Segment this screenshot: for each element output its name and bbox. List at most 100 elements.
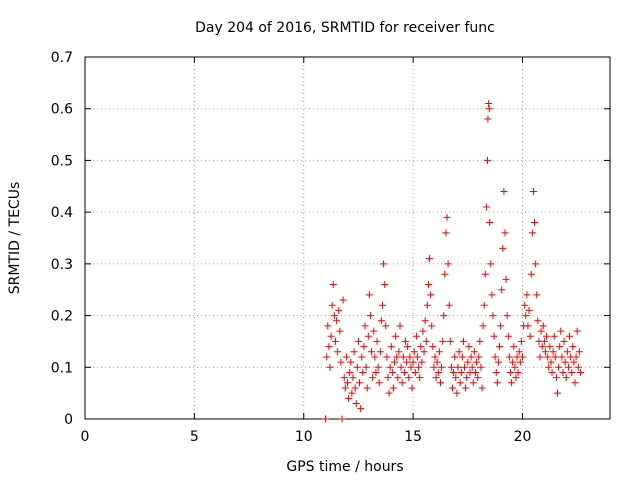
data-point bbox=[405, 374, 413, 382]
data-point bbox=[366, 312, 374, 320]
data-point bbox=[359, 368, 367, 376]
data-point bbox=[558, 353, 566, 361]
data-point bbox=[354, 337, 362, 345]
data-point bbox=[563, 348, 571, 356]
data-point bbox=[489, 312, 497, 320]
data-point bbox=[522, 312, 530, 320]
data-point bbox=[559, 368, 567, 376]
data-point bbox=[436, 379, 444, 387]
data-point bbox=[418, 358, 426, 366]
data-point bbox=[550, 332, 558, 340]
data-point bbox=[435, 348, 443, 356]
data-point bbox=[562, 374, 570, 382]
data-point bbox=[400, 368, 408, 376]
data-point bbox=[575, 348, 583, 356]
data-point bbox=[573, 327, 581, 335]
data-point bbox=[524, 322, 532, 330]
data-point bbox=[556, 343, 564, 351]
chart-title: Day 204 of 2016, SRMTID for receiver fun… bbox=[195, 20, 495, 36]
data-point bbox=[346, 368, 354, 376]
data-point bbox=[381, 281, 389, 289]
data-point bbox=[505, 353, 513, 361]
data-point bbox=[571, 379, 579, 387]
data-point bbox=[340, 374, 348, 382]
data-point bbox=[557, 327, 565, 335]
data-point bbox=[564, 363, 572, 371]
data-point bbox=[508, 379, 516, 387]
data-point bbox=[427, 291, 435, 299]
y-tick-label: 0.7 bbox=[51, 50, 73, 66]
data-point bbox=[490, 332, 498, 340]
data-point bbox=[529, 187, 537, 195]
x-tick-label: 5 bbox=[190, 429, 199, 445]
data-point bbox=[339, 296, 347, 304]
data-point bbox=[364, 332, 372, 340]
data-point bbox=[502, 275, 510, 283]
data-point bbox=[374, 363, 382, 371]
data-point bbox=[342, 353, 350, 361]
data-point bbox=[323, 353, 331, 361]
data-point bbox=[475, 353, 483, 361]
data-point bbox=[576, 368, 584, 376]
data-point bbox=[376, 348, 384, 356]
data-point bbox=[482, 203, 490, 211]
data-point bbox=[552, 374, 560, 382]
x-axis-label: GPS time / hours bbox=[286, 459, 403, 475]
data-point bbox=[546, 343, 554, 351]
data-point bbox=[368, 348, 376, 356]
data-point bbox=[500, 187, 508, 195]
data-point bbox=[540, 337, 548, 345]
data-point bbox=[356, 379, 364, 387]
data-point bbox=[519, 353, 526, 361]
data-point bbox=[361, 322, 369, 330]
data-point bbox=[454, 363, 462, 371]
data-point bbox=[539, 322, 547, 330]
data-point bbox=[422, 337, 430, 345]
data-point bbox=[439, 337, 447, 345]
data-point bbox=[574, 363, 582, 371]
data-point bbox=[415, 363, 423, 371]
data-point bbox=[371, 353, 379, 361]
data-point bbox=[420, 348, 428, 356]
data-point bbox=[467, 353, 475, 361]
y-tick-label: 0.1 bbox=[51, 360, 73, 376]
data-point bbox=[360, 343, 368, 351]
data-point bbox=[369, 374, 377, 382]
data-point bbox=[493, 379, 501, 387]
data-point bbox=[478, 384, 486, 392]
data-point bbox=[362, 363, 370, 371]
data-point bbox=[391, 358, 399, 366]
grid-layer bbox=[85, 57, 610, 419]
data-point bbox=[397, 363, 405, 371]
data-point bbox=[363, 384, 371, 392]
data-point bbox=[526, 332, 534, 340]
y-tick-label: 0.2 bbox=[51, 309, 73, 325]
data-point bbox=[509, 358, 517, 366]
data-point bbox=[568, 368, 576, 376]
data-point bbox=[486, 218, 494, 226]
data-point bbox=[459, 337, 467, 345]
data-point bbox=[451, 353, 459, 361]
y-tick-label: 0.3 bbox=[51, 257, 73, 273]
data-point bbox=[510, 343, 518, 351]
data-point bbox=[387, 343, 395, 351]
data-point bbox=[494, 358, 502, 366]
data-point bbox=[523, 291, 531, 299]
data-point bbox=[433, 358, 441, 366]
data-point bbox=[373, 337, 381, 345]
data-point bbox=[385, 389, 393, 397]
y-tick-label: 0.6 bbox=[51, 102, 73, 118]
data-point bbox=[484, 156, 491, 164]
data-point bbox=[476, 337, 484, 345]
data-point bbox=[429, 343, 437, 351]
data-point bbox=[417, 343, 425, 351]
data-point bbox=[484, 115, 492, 123]
data-point bbox=[442, 229, 450, 237]
data-point bbox=[409, 358, 417, 366]
data-point bbox=[423, 301, 431, 309]
data-point bbox=[395, 348, 403, 356]
data-point bbox=[473, 358, 481, 366]
data-point bbox=[543, 332, 551, 340]
data-point bbox=[328, 301, 336, 309]
data-point bbox=[447, 363, 455, 371]
